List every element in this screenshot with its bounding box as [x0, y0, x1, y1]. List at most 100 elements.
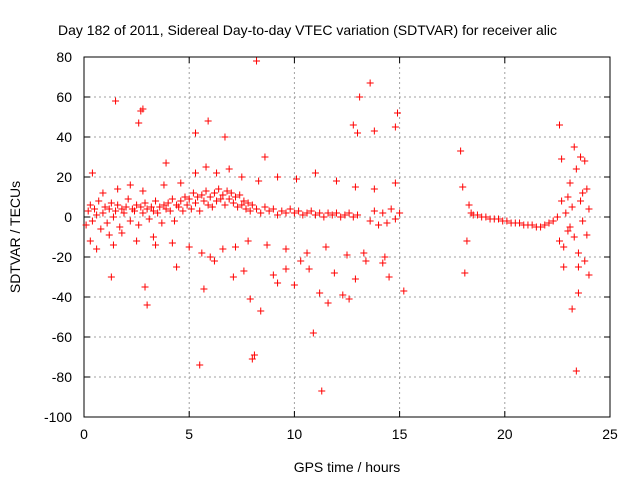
data-point	[367, 218, 374, 225]
data-point	[386, 274, 393, 281]
data-point	[188, 206, 195, 213]
data-point	[255, 178, 262, 185]
data-point	[264, 242, 271, 249]
data-point	[110, 214, 117, 221]
x-tick-label: 20	[497, 426, 513, 442]
data-point	[573, 166, 580, 173]
data-point	[585, 272, 592, 279]
data-point	[186, 244, 193, 251]
plot-frame	[84, 57, 610, 417]
y-tick-label: -100	[44, 409, 72, 425]
data-point	[226, 196, 233, 203]
data-point	[163, 160, 170, 167]
data-point	[312, 170, 319, 177]
data-point	[379, 260, 386, 267]
data-point	[297, 258, 304, 265]
data-point	[213, 170, 220, 177]
data-point	[261, 154, 268, 161]
data-point	[346, 296, 353, 303]
y-tick-label: -40	[52, 289, 72, 305]
x-tick-label: 15	[392, 426, 408, 442]
data-point	[457, 148, 464, 155]
data-point	[95, 198, 102, 205]
data-point	[316, 290, 323, 297]
data-point	[306, 266, 313, 273]
data-point	[192, 200, 199, 207]
grid-lines	[84, 57, 610, 417]
data-point	[232, 244, 239, 251]
data-point	[371, 186, 378, 193]
y-tick-label: 20	[56, 169, 72, 185]
data-point	[583, 232, 590, 239]
data-point	[205, 118, 212, 125]
data-point	[459, 184, 466, 191]
data-point	[381, 254, 388, 261]
data-point	[91, 206, 98, 213]
data-point	[388, 206, 395, 213]
data-point	[196, 208, 203, 215]
data-point	[310, 330, 317, 337]
data-point	[581, 258, 588, 265]
data-point	[352, 276, 359, 283]
data-point	[560, 244, 567, 251]
data-point	[461, 270, 468, 277]
data-point	[152, 242, 159, 249]
data-point	[215, 186, 222, 193]
data-point	[238, 174, 245, 181]
data-point	[177, 180, 184, 187]
data-point	[112, 98, 119, 105]
data-point	[192, 170, 199, 177]
data-point	[253, 58, 260, 65]
data-point	[558, 156, 565, 163]
x-tick-label: 5	[185, 426, 193, 442]
data-point	[179, 208, 186, 215]
data-point	[583, 186, 590, 193]
data-point	[97, 226, 104, 233]
data-point	[158, 220, 165, 227]
data-point	[270, 272, 277, 279]
data-point	[558, 198, 565, 205]
data-point	[219, 246, 226, 253]
data-point	[579, 218, 586, 225]
data-point	[240, 268, 247, 275]
data-point	[142, 200, 149, 207]
data-point	[150, 234, 157, 241]
x-tick-label: 10	[287, 426, 303, 442]
data-point	[190, 190, 197, 197]
data-point	[257, 308, 264, 315]
data-point	[274, 174, 281, 181]
data-point	[127, 182, 134, 189]
data-point	[394, 110, 401, 117]
data-point	[93, 246, 100, 253]
data-point	[160, 182, 167, 189]
data-point	[144, 302, 151, 309]
data-point	[567, 180, 574, 187]
data-point	[221, 202, 228, 209]
data-point	[392, 216, 399, 223]
data-point	[575, 250, 582, 257]
data-point	[114, 186, 121, 193]
x-tick-label: 0	[80, 426, 88, 442]
data-point	[564, 194, 571, 201]
y-tick-label: -60	[52, 329, 72, 345]
data-point	[356, 94, 363, 101]
y-tick-label: 60	[56, 89, 72, 105]
data-point	[211, 258, 218, 265]
data-point	[556, 238, 563, 245]
data-point	[371, 128, 378, 135]
data-point	[320, 214, 327, 221]
data-point	[354, 130, 361, 137]
data-point	[152, 198, 159, 205]
data-point	[177, 198, 184, 205]
data-point	[125, 196, 132, 203]
data-point	[118, 230, 125, 237]
data-point	[106, 232, 113, 239]
data-point	[110, 242, 117, 249]
data-point	[207, 254, 214, 261]
y-tick-label: 40	[56, 129, 72, 145]
data-point	[322, 244, 329, 251]
data-point	[203, 164, 210, 171]
data-point	[333, 178, 340, 185]
data-point	[245, 238, 252, 245]
data-point	[221, 134, 228, 141]
